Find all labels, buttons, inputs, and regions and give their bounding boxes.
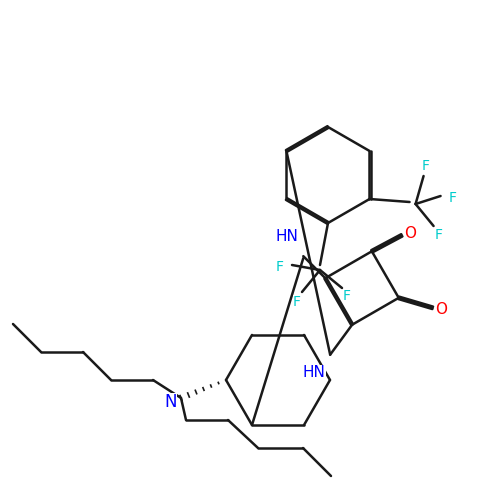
Text: F: F [276, 260, 284, 274]
Text: F: F [343, 289, 351, 303]
Text: O: O [404, 226, 416, 241]
Text: N: N [165, 393, 177, 411]
Text: F: F [434, 228, 442, 242]
Text: O: O [434, 302, 446, 318]
Text: HN: HN [302, 365, 326, 380]
Text: HN: HN [276, 228, 298, 244]
Text: F: F [422, 159, 430, 173]
Text: F: F [293, 295, 301, 309]
Text: F: F [448, 191, 456, 205]
